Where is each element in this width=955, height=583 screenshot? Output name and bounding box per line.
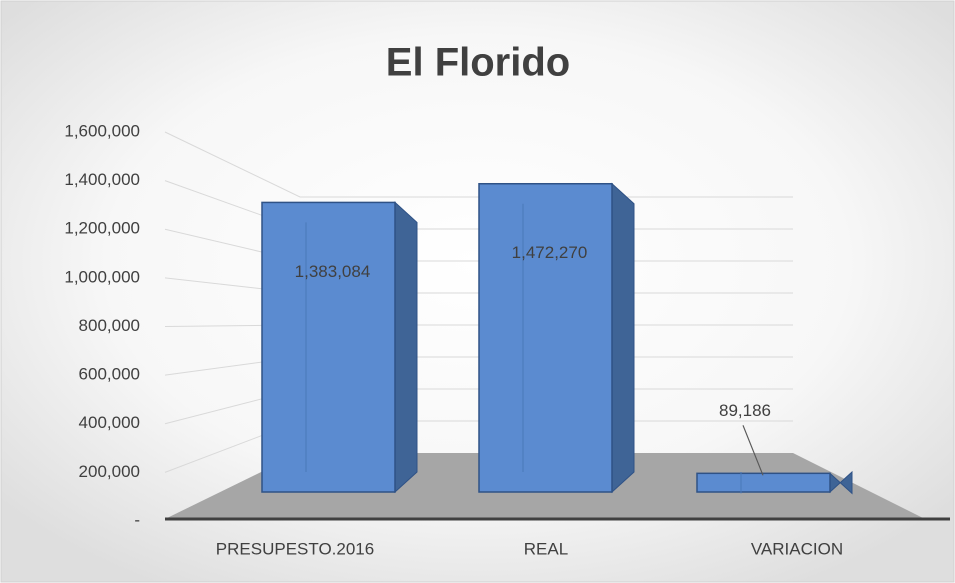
y-tick-label: 1,600,000	[64, 121, 140, 140]
y-tick-label: 1,000,000	[64, 267, 140, 286]
y-tick-label: 1,200,000	[64, 219, 140, 238]
y-tick-label: 400,000	[79, 413, 140, 432]
y-tick-label: -	[134, 510, 140, 529]
bar-side	[611, 182, 635, 494]
x-tick-label: REAL	[524, 539, 568, 558]
data-label: 1,383,084	[295, 262, 371, 281]
leader-line	[742, 425, 764, 476]
y-tick-label: 200,000	[79, 462, 140, 481]
x-tick-label: VARIACION	[751, 539, 843, 558]
bar	[696, 472, 831, 493]
y-tick-label: 600,000	[79, 365, 140, 384]
data-label: 1,472,270	[512, 243, 588, 262]
x-tick-label: PRESUPESTO.2016	[216, 539, 374, 558]
data-label: 89,186	[719, 401, 771, 420]
bar-side	[394, 201, 418, 494]
y-tick-label: 1,400,000	[64, 170, 140, 189]
bar	[261, 201, 396, 493]
bar	[478, 182, 613, 493]
y-tick-label: 800,000	[79, 316, 140, 335]
grid-line	[164, 131, 793, 198]
chart-title: El Florido	[386, 41, 570, 85]
